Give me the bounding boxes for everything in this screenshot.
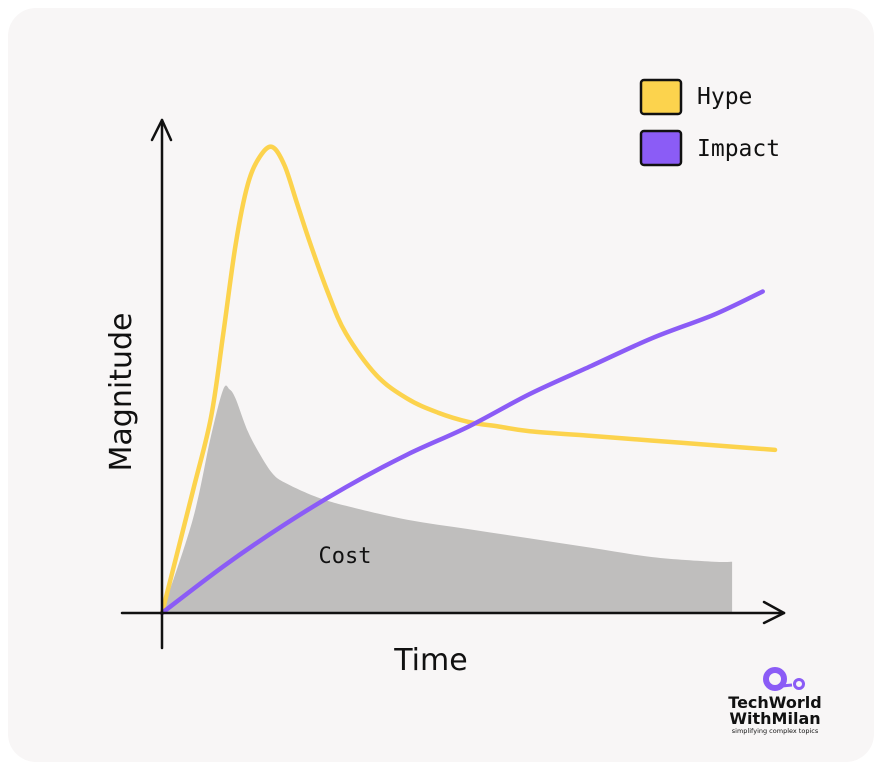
logo-ring-icon [763, 667, 787, 691]
legend: Hype Impact [639, 78, 780, 167]
series-line-hype [159, 144, 778, 616]
logo-link-icon [781, 683, 793, 688]
x-axis-label: Time [393, 643, 467, 678]
area-layer [162, 385, 733, 613]
x-axis-arrow [762, 600, 786, 625]
logo-tagline: simplifying complex topics [732, 727, 819, 735]
logo-line1: TechWorld [728, 693, 821, 712]
logo-line2: WithMilan [729, 709, 820, 728]
series-line-impact [159, 289, 765, 616]
chart-card [8, 8, 874, 762]
legend-label-hype: Hype [697, 84, 752, 110]
series-area-cost [162, 385, 733, 613]
legend-swatch-impact [639, 129, 683, 167]
legend-swatch-hype [639, 78, 683, 116]
line-layer [159, 144, 778, 616]
logo-dot-icon [793, 678, 805, 690]
y-axis-arrow [150, 118, 173, 142]
legend-label-impact: Impact [697, 136, 780, 162]
y-axis-label: Magnitude [104, 313, 139, 472]
cost-annotation: Cost [319, 544, 372, 569]
techworld-logo: TechWorld WithMilan simplifying complex … [728, 667, 822, 735]
